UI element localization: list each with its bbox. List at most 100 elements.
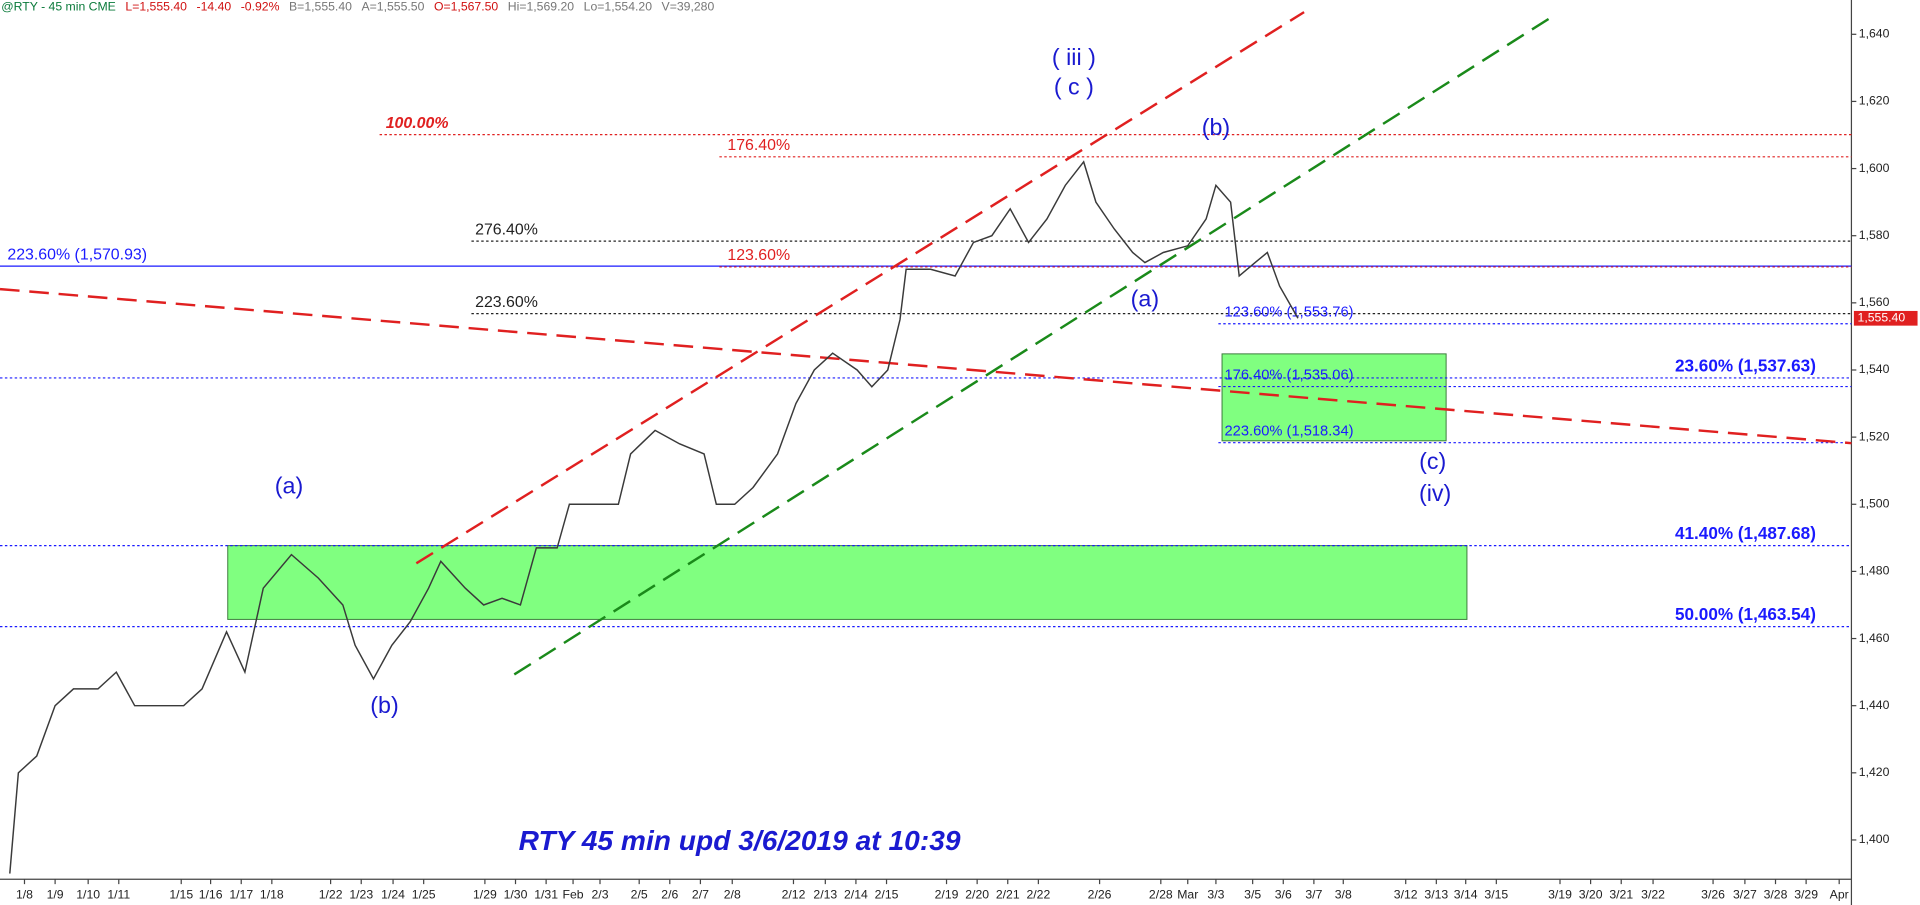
x-tick-label: 3/6 [1275, 887, 1292, 901]
wave-label: (iv) [1419, 480, 1451, 506]
x-tick-label: 1/18 [260, 887, 284, 901]
x-tick-label: 3/14 [1454, 887, 1478, 901]
y-tick-label: 1,640 [1859, 27, 1890, 41]
x-tick-label: 3/26 [1701, 887, 1725, 901]
wave-label: (b) [370, 692, 398, 718]
x-tick-label: 1/8 [16, 887, 33, 901]
x-tick-label: 2/26 [1088, 887, 1112, 901]
x-tick-label: 1/17 [229, 887, 253, 901]
x-tick-label: 3/3 [1207, 887, 1224, 901]
x-tick-label: 2/14 [844, 887, 868, 901]
wave-label: ( c ) [1054, 73, 1094, 99]
x-tick-label: 3/15 [1484, 887, 1508, 901]
x-tick-label: 2/3 [591, 887, 608, 901]
x-tick-label: 1/30 [504, 887, 528, 901]
x-tick-label: Apr [1830, 887, 1849, 901]
x-tick-label: 2/22 [1026, 887, 1050, 901]
fib-label: 123.60% (1,553.76) [1224, 305, 1353, 321]
y-tick-label: 1,420 [1859, 765, 1890, 779]
chart-title: RTY 45 min upd 3/6/2019 at 10:39 [519, 825, 961, 856]
wave-label: (c) [1419, 448, 1446, 474]
y-tick-label: 1,600 [1859, 161, 1890, 175]
x-tick-label: 3/28 [1764, 887, 1788, 901]
trend-line [415, 11, 1305, 565]
x-tick-label: 2/12 [782, 887, 806, 901]
open: O=1,567.50 [434, 0, 498, 14]
change-pct: -0.92% [241, 0, 280, 14]
y-tick-label: 1,560 [1859, 295, 1890, 309]
y-tick-label: 1,500 [1859, 496, 1890, 510]
price-line [9, 160, 1299, 874]
volume: V=39,280 [662, 0, 715, 14]
quote-header: @RTY - 45 min CME L=1,555.40 -14.40 -0.9… [1, 0, 714, 14]
x-tick-label: 2/20 [965, 887, 989, 901]
x-tick-label: 1/31 [534, 887, 558, 901]
fib-label: 176.40% [727, 137, 790, 154]
x-tick-label: 3/29 [1794, 887, 1818, 901]
symbol: @RTY - 45 min CME [1, 0, 116, 14]
x-tick-label: 1/25 [412, 887, 436, 901]
y-tick-label: 1,580 [1859, 228, 1890, 242]
x-tick-label: 2/6 [661, 887, 678, 901]
wave-label: ( iii ) [1052, 44, 1096, 70]
x-tick-label: Mar [1177, 887, 1198, 901]
x-tick-label: 1/15 [169, 887, 193, 901]
x-tick-label: 3/21 [1609, 887, 1633, 901]
fib-label: 276.40% [475, 221, 538, 238]
high: Hi=1,569.20 [508, 0, 575, 14]
y-tick-label: 1,400 [1859, 832, 1890, 846]
x-tick-label: 2/7 [692, 887, 709, 901]
x-tick-label: 2/5 [631, 887, 648, 901]
last-price-tag [1853, 310, 1918, 326]
x-tick-label: 1/29 [473, 887, 497, 901]
fib-label: 123.60% [727, 247, 790, 264]
ask: A=1,555.50 [361, 0, 424, 14]
x-tick-label: 1/11 [107, 887, 130, 901]
x-tick-label: 3/27 [1733, 887, 1757, 901]
x-tick-label: 3/5 [1244, 887, 1261, 901]
x-tick-label: 1/10 [76, 887, 100, 901]
x-tick-label: 1/16 [199, 887, 223, 901]
fib-label: 176.40% (1,535.06) [1224, 367, 1353, 383]
x-tick-label: 2/28 [1149, 887, 1173, 901]
x-tick-label: 2/8 [724, 887, 741, 901]
x-tick-label: 2/13 [813, 887, 837, 901]
fib-label: 223.60% (1,570.93) [7, 246, 147, 263]
wave-label: (a) [1131, 285, 1159, 311]
x-tick-label: 3/8 [1335, 887, 1352, 901]
x-tick-label: 1/9 [47, 887, 64, 901]
fib-label: 223.60% (1,518.34) [1224, 424, 1353, 440]
x-tick-label: 3/12 [1394, 887, 1418, 901]
target-zone [1221, 353, 1447, 442]
fib-label: 41.40% (1,487.68) [1675, 523, 1816, 543]
fib-label: 23.60% (1,537.63) [1675, 355, 1816, 375]
wave-label: (b) [1202, 114, 1230, 140]
x-tick-label: 1/24 [381, 887, 405, 901]
bid: B=1,555.40 [289, 0, 352, 14]
x-tick-label: Feb [563, 887, 584, 901]
x-tick-label: 2/21 [996, 887, 1020, 901]
last-price-label: 1,555.40 [1858, 311, 1906, 325]
y-tick-label: 1,520 [1859, 429, 1890, 443]
y-tick-label: 1,620 [1859, 94, 1890, 108]
trend-line [0, 287, 1852, 445]
last: L=1,555.40 [125, 0, 187, 14]
target-zone [227, 545, 1468, 620]
x-tick-label: 2/19 [935, 887, 959, 901]
change: -14.40 [197, 0, 232, 14]
fib-label: 50.00% (1,463.54) [1675, 604, 1816, 624]
y-tick-label: 1,480 [1859, 564, 1890, 578]
x-tick-label: 3/7 [1305, 887, 1322, 901]
low: Lo=1,554.20 [584, 0, 653, 14]
fib-label: 223.60% [475, 294, 538, 311]
y-tick-label: 1,460 [1859, 631, 1890, 645]
x-tick-label: 1/22 [319, 887, 343, 901]
wave-label: (a) [275, 473, 303, 499]
x-tick-label: 3/20 [1579, 887, 1603, 901]
fib-label: 100.00% [386, 115, 449, 132]
x-tick-label: 3/13 [1424, 887, 1448, 901]
x-tick-label: 3/22 [1641, 887, 1665, 901]
x-tick-label: 1/23 [349, 887, 373, 901]
